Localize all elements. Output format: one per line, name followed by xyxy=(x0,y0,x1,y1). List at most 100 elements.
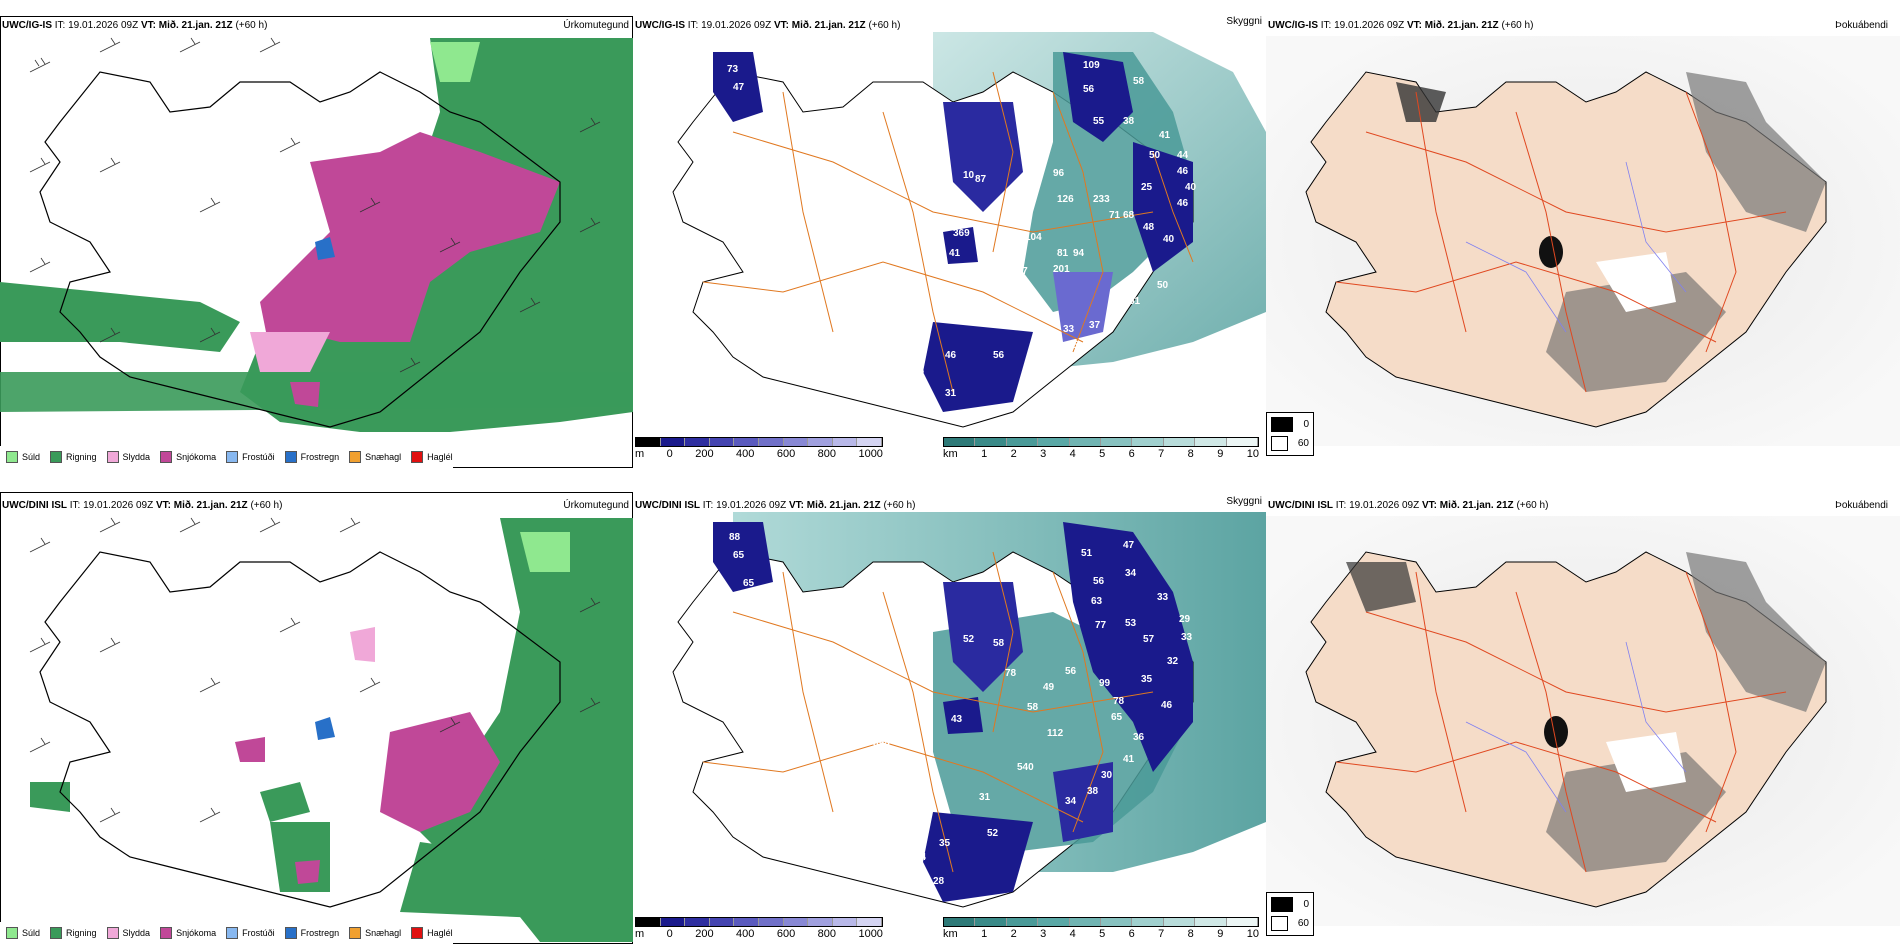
vt-label: VT: xyxy=(155,500,171,511)
vis-value: 369 xyxy=(953,228,970,239)
snow-area xyxy=(260,132,560,352)
legend-swatch xyxy=(106,927,119,939)
legend-item: Rigning xyxy=(50,927,97,939)
legend-label: Slydda xyxy=(122,452,151,462)
vis-value: 52 xyxy=(963,634,975,645)
colorbar-unit: m xyxy=(635,448,645,460)
precip-legend: Súld Rigning Slydda Snjókoma Frostúði Fr… xyxy=(0,446,453,468)
legend-item: Haglél xyxy=(411,451,453,463)
vt-label: VT: xyxy=(773,20,789,31)
legend-label: Súld xyxy=(22,452,41,462)
dense-cloud-area xyxy=(923,322,1033,412)
legend-item: Súld xyxy=(6,927,40,939)
vis-value: 46 xyxy=(945,350,957,361)
colorbar-unit: km xyxy=(943,448,958,460)
vis-value: 41 xyxy=(949,248,961,259)
vt-label: VT: xyxy=(1406,20,1422,31)
legend-label: Frostúði xyxy=(242,928,275,938)
model-name: UWC/DINI ISL xyxy=(2,500,67,511)
colorbar-km: km 1 2 3 4 5 6 7 8 9 10 xyxy=(943,437,1259,460)
lead-time: (+60 h) xyxy=(250,500,283,511)
vis-value: 68 xyxy=(1123,210,1135,221)
legend-swatch xyxy=(284,451,297,463)
vis-value: 87 xyxy=(975,174,987,185)
vis-value: 63 xyxy=(1091,596,1103,607)
vis-value: 58 xyxy=(993,638,1005,649)
it-label: IT: xyxy=(1335,500,1347,511)
colorbar-meters: m 0 200 400 600 800 1000 xyxy=(635,437,883,460)
vis-value: 46 xyxy=(1177,166,1189,177)
legend-item: Frostregn xyxy=(284,451,340,463)
roads xyxy=(702,551,1154,873)
vis-value: 31 xyxy=(945,388,957,399)
colorbar-labels: m 0 200 400 600 800 1000 xyxy=(635,928,883,940)
dense-cloud-area xyxy=(923,812,1033,902)
fog-legend-label: 0 xyxy=(1303,419,1309,430)
legend-label: Rigning xyxy=(66,452,97,462)
rain-area xyxy=(400,842,633,922)
legend-swatch xyxy=(411,451,424,463)
panel-title: Úrkomutegund xyxy=(563,500,629,511)
fog-rivers xyxy=(1465,161,1687,333)
vis-value: 30 xyxy=(1101,770,1113,781)
it-value: 19.01.2026 09Z xyxy=(716,500,787,511)
vis-value: 80 xyxy=(713,578,725,589)
vis-value: 35 xyxy=(939,838,951,849)
colorbar-tick: 7 xyxy=(1158,928,1165,940)
fog-legend-swatch xyxy=(1271,916,1288,931)
vt-value: Mið. 21.jan. 21Z xyxy=(1424,20,1499,31)
snow-area xyxy=(295,860,320,884)
vis-values: 88 65 65 80 83 51 47 56 34 63 33 77 53 2… xyxy=(713,532,1193,887)
colorbar-tick: 6 xyxy=(1128,448,1135,460)
colorbar-tick: 200 xyxy=(695,928,714,940)
vis-value: 50 xyxy=(1157,280,1169,291)
vt-label: VT: xyxy=(788,500,804,511)
legend-item: Slydda xyxy=(106,451,151,463)
legend-item: Snjókoma xyxy=(160,451,216,463)
colorbar-tick: 6 xyxy=(1128,928,1135,940)
vis-value: 77 xyxy=(1095,620,1107,631)
vis-map: 73 47 109 58 56 55 38 41 44 46 40 46 50 … xyxy=(672,32,1266,428)
dense-cloud-area xyxy=(943,102,1023,212)
dense-cloud-area xyxy=(943,697,983,734)
colorbar-tick: 1000 xyxy=(858,928,883,940)
vt-label: VT: xyxy=(1421,500,1437,511)
precip-panel-top: UWC/IG-IS IT: 19.01.2026 09Z VT: Mið. 21… xyxy=(0,12,633,468)
vis-panel-top: UWC/IG-IS IT: 19.01.2026 09Z VT: Mið. 21… xyxy=(633,12,1266,462)
lead-time: (+60 h) xyxy=(1516,500,1549,511)
fog-map xyxy=(1266,36,1900,446)
sleet-area xyxy=(250,332,330,372)
legend-label: Frostúði xyxy=(242,452,275,462)
vis-value: 201 xyxy=(1053,264,1070,275)
panel-header: UWC/IG-IS IT: 19.01.2026 09Z VT: Mið. 21… xyxy=(1268,20,1533,31)
fog-rivers xyxy=(1465,641,1687,813)
vis-value: 332 xyxy=(1005,312,1022,323)
vis-value: 35 xyxy=(1141,674,1153,685)
legend-label: Frostregn xyxy=(300,452,340,462)
vis-value: 31 xyxy=(979,792,991,803)
colorbar-unit: km xyxy=(943,928,958,940)
vis-value: 81 xyxy=(1057,248,1069,259)
colorbar-km: km 1 2 3 4 5 6 7 8 9 10 xyxy=(943,917,1259,940)
colorbar-tick: 10 xyxy=(1246,448,1259,460)
vis-value: 47 xyxy=(733,82,745,93)
legend-label: Snæhagl xyxy=(365,928,402,938)
vis-value: 29 xyxy=(1179,614,1191,625)
legend-swatch xyxy=(349,451,362,463)
fog-roads xyxy=(1335,91,1787,393)
dense-cloud-area xyxy=(713,522,773,592)
vis-value: 112 xyxy=(1047,728,1064,739)
colorbar-tick: 600 xyxy=(776,448,796,460)
fog-roads xyxy=(1335,571,1787,873)
colorbar-tick: 800 xyxy=(817,928,836,940)
fog-legend-row: 0 xyxy=(1271,897,1309,912)
vis-value: 109 xyxy=(1083,60,1100,71)
colorbar-tick: 10 xyxy=(1246,928,1259,940)
vis-value: 58 xyxy=(1133,76,1145,87)
it-label: IT: xyxy=(54,20,66,31)
precip-legend: Súld Rigning Slydda Snjókoma Frostúði Fr… xyxy=(0,922,453,944)
vis-value: 55 xyxy=(1093,116,1105,127)
drizzle-area xyxy=(520,532,570,572)
vis-value: 46 xyxy=(1161,700,1173,711)
fog-legend: 0 60 xyxy=(1266,892,1314,936)
